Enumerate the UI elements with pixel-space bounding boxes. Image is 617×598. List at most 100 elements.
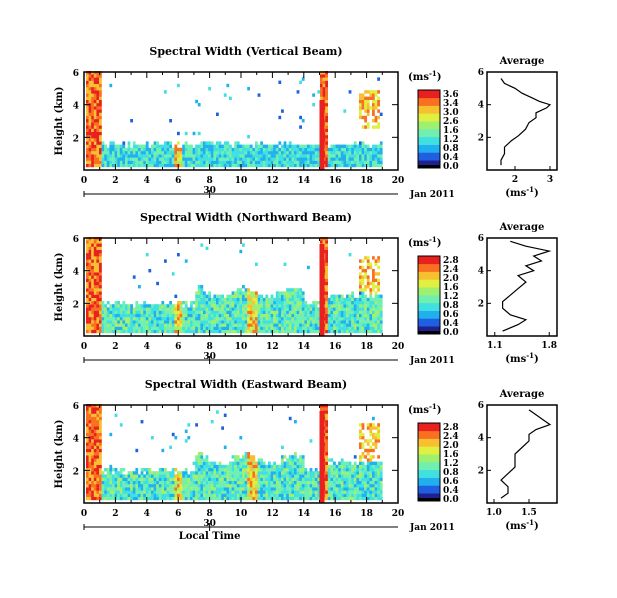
colorbar-swatch (418, 152, 440, 161)
x-tick-label: 2 (112, 342, 118, 352)
average-xlabel: (ms-1) (505, 185, 538, 199)
colorbar-tick-label: 0.0 (443, 162, 459, 172)
colorbar-swatch (418, 129, 440, 138)
colorbar-swatch (418, 90, 440, 99)
colorbar-unit-base: (ms (408, 238, 429, 249)
panel-title: Spectral Width (Eastward Beam) (145, 378, 347, 391)
colorbar-tick-label: 2.8 (443, 423, 459, 433)
colorbar-swatch (418, 485, 440, 494)
average-frame (486, 237, 558, 337)
x-tick-label: 20 (392, 509, 405, 519)
y-tick-label: 2 (73, 134, 79, 144)
colorbar-swatch (418, 97, 440, 106)
colorbar-tick-label: 1.2 (443, 459, 459, 469)
avg-unit-close: ) (534, 354, 539, 365)
x-tick-label: 10 (235, 342, 248, 352)
avg-x-tick-label: 2 (512, 175, 518, 185)
colorbar-swatch (418, 287, 440, 296)
date-tick-label: 30 (203, 352, 216, 362)
colorbar-unit-close: ) (437, 405, 442, 416)
colorbar-zero (418, 165, 440, 168)
average-title: Average (499, 56, 545, 67)
colorbar-swatch (418, 430, 440, 439)
colorbar-unit: (ms-1) (408, 235, 441, 249)
x-tick-label: 0 (81, 509, 87, 519)
panel-title: Spectral Width (Northward Beam) (140, 211, 352, 224)
colorbar-swatch (418, 279, 440, 288)
x-tick-label: 0 (81, 176, 87, 186)
colorbar-swatch (418, 310, 440, 319)
colorbar-tick-label: 2.4 (443, 432, 459, 442)
colorbar-tick-label: 2.0 (443, 274, 459, 284)
colorbar-swatch (418, 446, 440, 455)
colorbar-tick-label: 1.6 (443, 283, 459, 293)
colorbar-tick-label: 3.6 (443, 90, 459, 100)
avg-y-tick-label: 6 (478, 401, 484, 411)
average-profile-line (502, 240, 552, 332)
colorbar-unit-base: (ms (408, 405, 429, 416)
colorbar-swatch (418, 256, 440, 265)
colorbar-swatch (418, 493, 440, 502)
colorbar-unit-close: ) (437, 72, 442, 83)
average-frame (486, 71, 558, 171)
date-label: Jan 2011 (409, 190, 455, 200)
colorbar-swatch (418, 121, 440, 130)
avg-y-tick-label: 6 (478, 234, 484, 244)
colorbar-tick-label: 0.8 (443, 301, 459, 311)
avg-x-tick-label: 1.0 (486, 508, 502, 518)
average-frame (486, 404, 558, 504)
colorbar-unit: (ms-1) (408, 69, 441, 83)
average-xlabel: (ms-1) (505, 351, 538, 365)
avg-y-tick-label: 2 (478, 466, 484, 476)
y-tick-label: 4 (73, 268, 79, 278)
colorbar-swatch (418, 326, 440, 335)
colorbar-unit-exp: -1 (429, 235, 437, 244)
colorbar-tick-label: 1.6 (443, 126, 459, 136)
colorbar-tick-label: 2.6 (443, 117, 459, 127)
average-title: Average (499, 389, 545, 400)
x-tick-label: 10 (235, 176, 248, 186)
x-tick-label: 18 (360, 509, 373, 519)
colorbar-swatch (418, 136, 440, 145)
y-tick-label: 6 (73, 69, 79, 79)
colorbar-tick-label: 2.4 (443, 265, 459, 275)
x-axis-label: Local Time (179, 531, 241, 542)
avg-y-tick-label: 2 (478, 133, 484, 143)
y-tick-label: 4 (73, 435, 79, 445)
heatmap-cells (86, 237, 383, 334)
colorbar-swatch (418, 263, 440, 272)
heatmap-cells (86, 404, 383, 501)
avg-y-tick-label: 4 (478, 101, 484, 111)
avg-unit-base: (ms (505, 521, 526, 532)
avg-unit-close: ) (534, 188, 539, 199)
colorbar-swatch (418, 438, 440, 447)
panel-title: Spectral Width (Vertical Beam) (149, 45, 342, 58)
colorbar-swatch (418, 477, 440, 486)
colorbar-zero (418, 498, 440, 501)
colorbar-tick-label: 1.2 (443, 135, 459, 145)
y-axis-label: Height (km) (54, 87, 65, 156)
x-tick-label: 14 (298, 342, 311, 352)
x-tick-label: 14 (298, 509, 311, 519)
x-tick-label: 2 (112, 509, 118, 519)
x-tick-label: 16 (329, 509, 342, 519)
x-tick-label: 20 (392, 176, 405, 186)
colorbar-swatch (418, 318, 440, 327)
x-tick-label: 6 (175, 176, 181, 186)
colorbar-tick-label: 0.4 (443, 153, 459, 163)
colorbar-tick-label: 2.0 (443, 441, 459, 451)
colorbar-swatch (418, 302, 440, 311)
date-tick-label: 30 (203, 186, 216, 196)
x-tick-label: 20 (392, 342, 405, 352)
colorbar-zero (418, 331, 440, 334)
x-tick-label: 18 (360, 342, 373, 352)
colorbar-swatch (418, 423, 440, 432)
colorbar-tick-label: 3.4 (443, 99, 459, 109)
average-title: Average (499, 222, 545, 233)
x-tick-label: 12 (266, 342, 279, 352)
panel-2: Spectral Width (Eastward Beam) 0 2 4 6 8 10 12 1… (54, 378, 558, 542)
colorbar-swatch (418, 105, 440, 114)
colorbar-tick-label: 0.8 (443, 144, 459, 154)
colorbar-tick-label: 0.4 (443, 319, 459, 329)
